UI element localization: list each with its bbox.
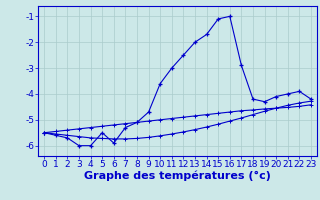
X-axis label: Graphe des températures (°c): Graphe des températures (°c) — [84, 171, 271, 181]
